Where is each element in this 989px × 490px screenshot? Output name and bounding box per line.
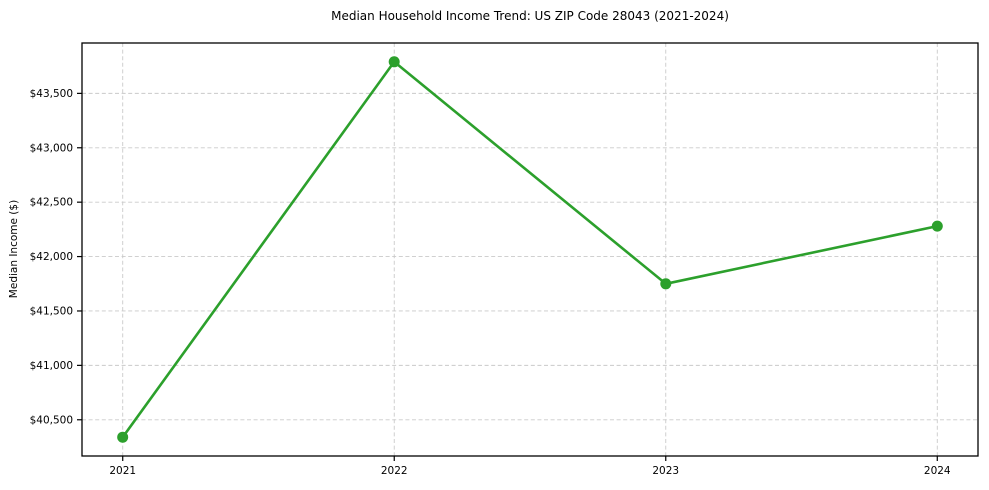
x-tick-label: 2024 [924,465,951,477]
chart-title: Median Household Income Trend: US ZIP Co… [331,9,729,23]
plot-border [81,42,979,457]
y-tick-label: $41,000 [30,360,73,372]
y-tick-label: $41,500 [30,305,73,317]
data-point-2023 [660,278,672,290]
x-tick-label: 2023 [652,465,679,477]
data-point-2022 [388,56,400,68]
y-tick-label: $40,500 [30,414,73,426]
y-tick-label: $43,000 [30,142,73,154]
y-tick-label: $42,500 [30,197,73,209]
trend-line [121,60,939,439]
x-tick-label: 2021 [109,465,136,477]
x-tick-label: 2022 [381,465,408,477]
y-tick-label: $43,500 [30,88,73,100]
data-point-2024 [931,220,943,232]
y-tick-label: $42,000 [30,251,73,263]
data-point-2021 [117,431,129,443]
